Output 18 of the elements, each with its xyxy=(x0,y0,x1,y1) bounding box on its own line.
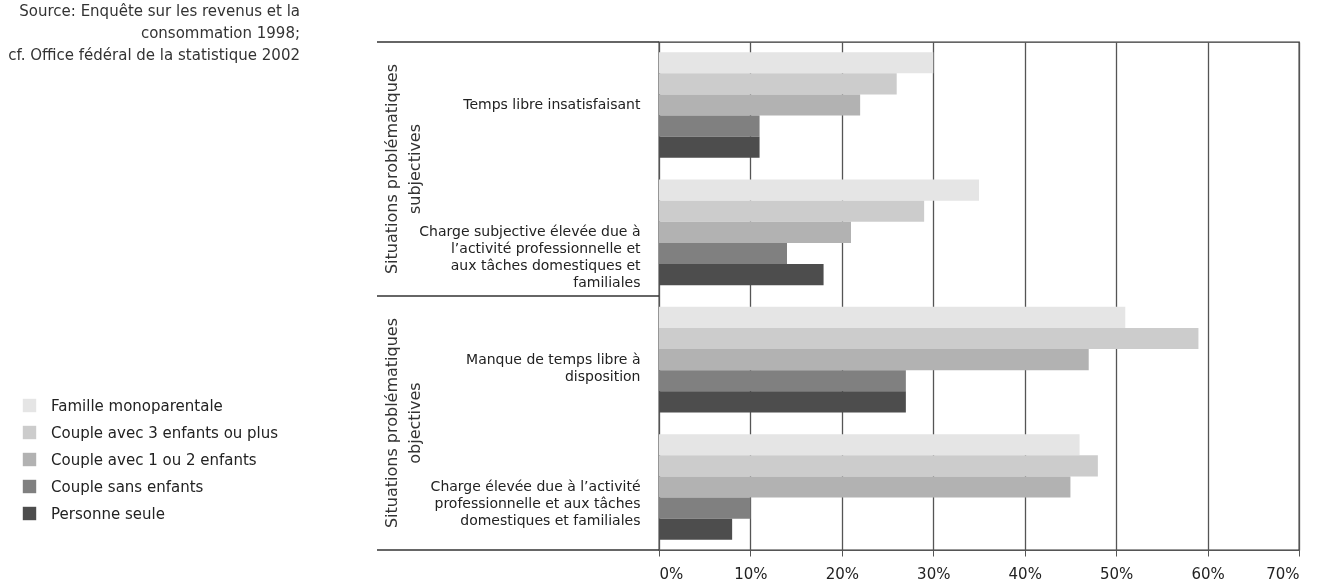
legend-label: Famille monoparentale xyxy=(51,396,223,415)
y-tick-label: Charge élevée due à l’activité professionnelle et aux tâches domestiques et familiales xyxy=(430,477,641,528)
x-tick-label: 70% xyxy=(1266,564,1300,583)
text: Situations problématiques objectives xyxy=(382,317,424,529)
x-tick-label: 0% xyxy=(659,564,684,583)
x-tick-label: 60% xyxy=(1191,564,1225,583)
legend-label: Couple avec 1 ou 2 enfants xyxy=(51,450,257,469)
x-tick-label: 10% xyxy=(734,564,768,583)
x-tick-label: 50% xyxy=(1099,564,1134,583)
y-tick-label: Temps libre insatisfaisant xyxy=(462,96,641,113)
y-tick-label: Manque de temps libre à disposition xyxy=(466,350,641,384)
x-tick-label: 40% xyxy=(1008,564,1042,583)
legend-label: Personne seule xyxy=(51,504,165,523)
source-note: Source: Enquête sur les revenus et la consommation 1998; cf. Office fédéral de la statistique 2002 xyxy=(8,2,300,64)
legend-label: Couple avec 3 enfants ou plus xyxy=(51,423,279,442)
x-tick-label: 30% xyxy=(917,564,951,583)
x-tick-label: 20% xyxy=(825,564,860,583)
legend-label: Couple sans enfants xyxy=(51,477,204,496)
